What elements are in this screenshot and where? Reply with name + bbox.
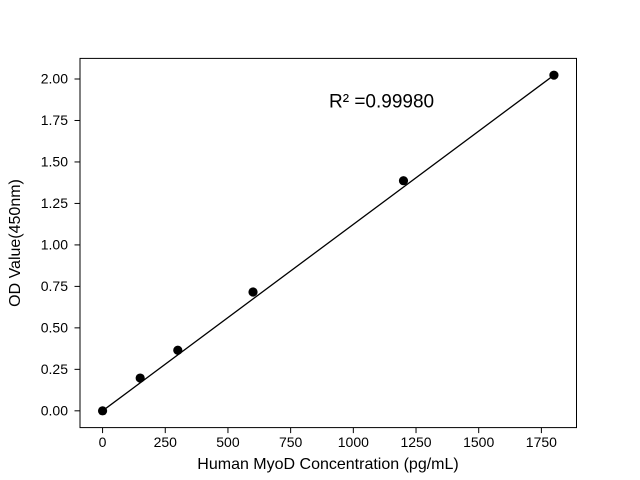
svg-text:250: 250 [154, 434, 178, 450]
svg-text:0: 0 [99, 434, 107, 450]
svg-text:R² =0.99980: R² =0.99980 [329, 92, 434, 113]
svg-text:500: 500 [216, 434, 240, 450]
svg-text:1.25: 1.25 [41, 195, 68, 211]
svg-text:750: 750 [279, 434, 303, 450]
svg-text:1250: 1250 [400, 434, 431, 450]
svg-text:1.50: 1.50 [41, 154, 68, 170]
svg-text:0.75: 0.75 [41, 278, 68, 294]
svg-text:2.00: 2.00 [41, 71, 68, 87]
svg-text:0.50: 0.50 [41, 320, 68, 336]
svg-text:1000: 1000 [338, 434, 369, 450]
svg-text:1500: 1500 [463, 434, 494, 450]
svg-text:Human MyoD Concentration (pg/m: Human MyoD Concentration (pg/mL) [197, 456, 458, 473]
svg-text:1.00: 1.00 [41, 237, 68, 253]
svg-text:0.25: 0.25 [41, 361, 68, 377]
svg-text:1.75: 1.75 [41, 112, 68, 128]
svg-text:OD Value(450nm): OD Value(450nm) [7, 179, 24, 307]
svg-text:1750: 1750 [526, 434, 557, 450]
svg-text:0.00: 0.00 [41, 403, 68, 419]
